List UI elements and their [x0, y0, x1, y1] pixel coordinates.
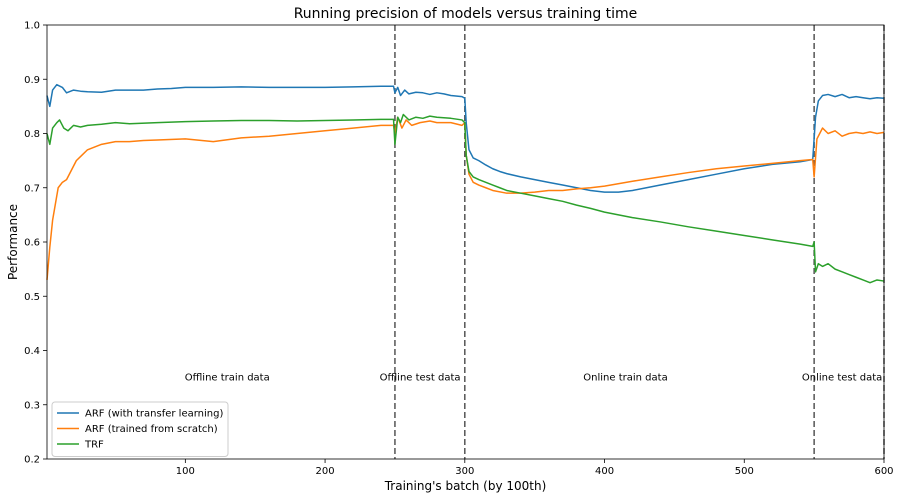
y-axis-title: Performance [6, 204, 20, 280]
y-tick-label: 0.5 [24, 292, 40, 303]
region-annotation: Online train data [583, 373, 667, 384]
y-tick-label: 0.7 [24, 183, 40, 194]
legend-label-0: ARF (with transfer learning) [85, 409, 223, 420]
y-tick-label: 0.8 [24, 129, 40, 140]
x-tick-label: 500 [735, 466, 754, 477]
region-annotation: Offline train data [185, 373, 270, 384]
chart-title: Running precision of models versus train… [294, 6, 638, 22]
y-tick-label: 0.2 [24, 455, 40, 466]
legend-label-1: ARF (trained from scratch) [85, 424, 218, 435]
legend-label-2: TRF [84, 440, 104, 451]
legend: ARF (with transfer learning) ARF (trained… [51, 401, 229, 457]
y-tick-label: 0.4 [24, 346, 40, 357]
y-tick-label: 0.9 [24, 75, 40, 86]
series-line-1 [46, 116, 885, 281]
x-tick-label: 200 [316, 466, 335, 477]
series-line-2 [46, 113, 885, 284]
y-tick-label: 0.3 [24, 400, 40, 411]
x-axis-title: Training's batch (by 100th) [384, 479, 547, 493]
y-tick-label: 0.6 [24, 238, 40, 249]
y-tick-label: 1.0 [24, 21, 40, 32]
region-annotation: Online test data [802, 373, 882, 384]
x-tick-label: 400 [595, 466, 614, 477]
ticks: 100 200 300 400 500 600 0.2 0.3 0.4 0.5 0.6 0.7 0.8 0… [24, 21, 893, 478]
series-lines [46, 83, 885, 284]
annotations: Offline train data Offline test data Onlin… [185, 373, 882, 384]
x-tick-label: 100 [176, 466, 195, 477]
legend-box [51, 401, 229, 457]
x-tick-label: 300 [455, 466, 474, 477]
region-annotation: Offline test data [380, 373, 461, 384]
x-tick-label: 600 [874, 466, 893, 477]
